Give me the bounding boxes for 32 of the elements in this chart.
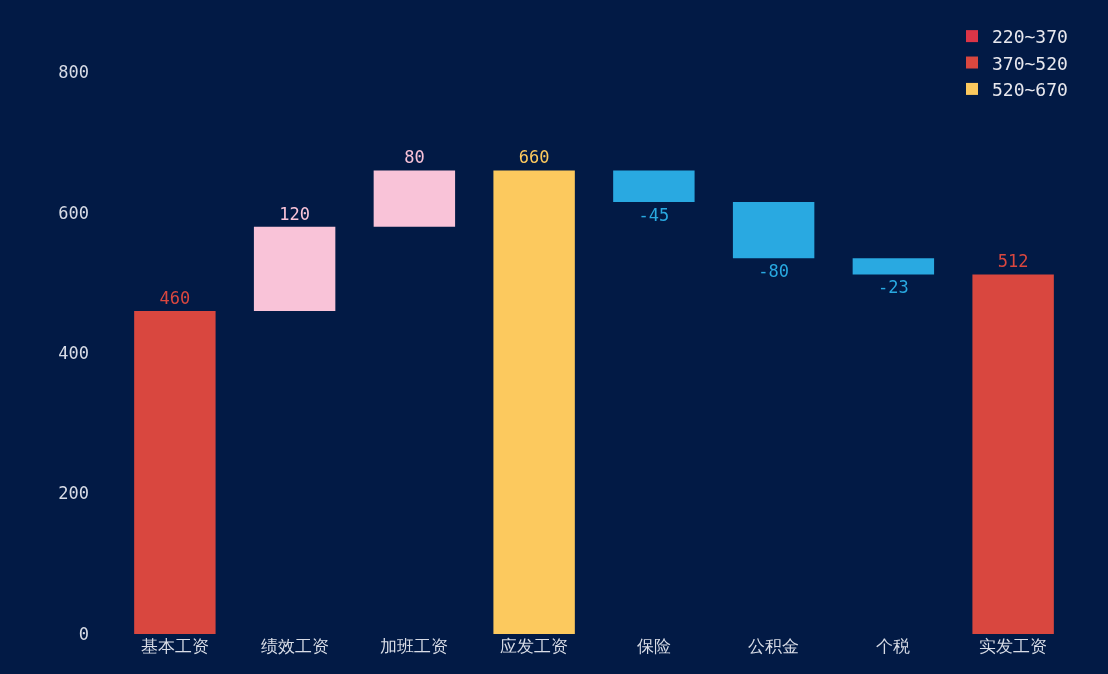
data-label: 660	[518, 147, 550, 168]
x-tick-label: 绩效工资	[260, 636, 329, 656]
bar	[253, 226, 336, 311]
legend-label: 370~520	[992, 52, 1068, 74]
y-tick-label: 0	[78, 623, 89, 644]
x-tick-label: 应发工资	[500, 636, 569, 656]
y-tick-label: 600	[58, 202, 89, 223]
data-label: -80	[758, 261, 789, 282]
bar	[373, 170, 456, 227]
x-tick-label: 基本工资	[140, 636, 209, 656]
x-tick-label: 公积金	[748, 636, 800, 656]
bar	[852, 258, 935, 275]
bar	[134, 310, 216, 634]
bar	[613, 170, 695, 203]
bar	[732, 202, 815, 259]
data-label: -45	[638, 205, 670, 226]
y-tick-label: 400	[58, 343, 89, 364]
legend-label: 220~370	[992, 26, 1068, 48]
data-label: 80	[404, 147, 425, 168]
x-tick-label: 加班工资	[380, 636, 449, 656]
data-label: 460	[159, 287, 191, 308]
data-label: 512	[997, 251, 1029, 272]
bar	[972, 274, 1054, 634]
bar	[493, 170, 575, 634]
x-tick-label: 个税	[876, 636, 911, 656]
x-tick-label: 实发工资	[979, 636, 1048, 656]
y-tick-label: 200	[58, 483, 89, 504]
data-label: 120	[279, 203, 310, 224]
legend-label: 520~670	[992, 78, 1068, 100]
y-tick-label: 800	[58, 62, 89, 83]
data-label: -23	[878, 277, 909, 298]
x-tick-label: 保险	[636, 636, 671, 656]
